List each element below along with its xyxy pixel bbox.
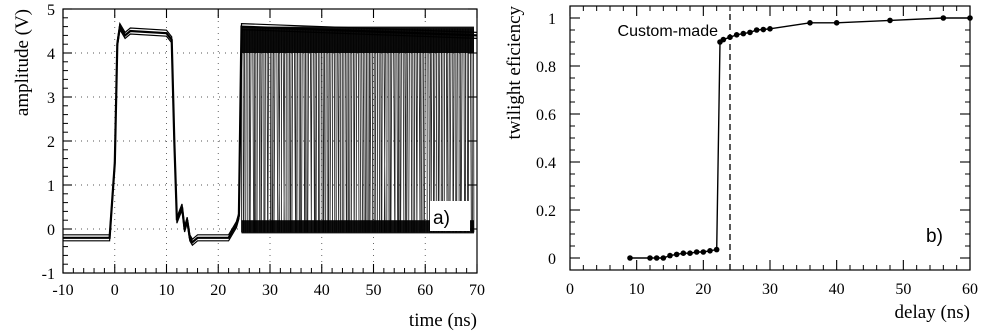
y-tick-label: 5 bbox=[47, 2, 55, 19]
efficiency-point bbox=[673, 251, 680, 258]
panel-a-ticks bbox=[62, 8, 478, 274]
x-tick-label: 60 bbox=[417, 282, 433, 299]
panel-a-label-box bbox=[430, 201, 470, 231]
panel-a-y-axis-title: amplitude (V) bbox=[12, 9, 33, 116]
efficiency-series bbox=[627, 15, 973, 261]
x-tick-label: 30 bbox=[762, 281, 778, 298]
x-tick-label: 30 bbox=[262, 282, 278, 299]
panel-b-frame bbox=[569, 5, 971, 271]
efficiency-point bbox=[687, 250, 693, 256]
x-tick-label: 20 bbox=[210, 282, 226, 299]
pulse-trace-overlay bbox=[63, 21, 478, 241]
panel-b-label: b) bbox=[926, 226, 943, 247]
y-tick-label: 4 bbox=[47, 46, 55, 63]
efficiency-point bbox=[767, 26, 773, 32]
efficiency-point bbox=[713, 246, 720, 253]
x-tick-label: -10 bbox=[52, 282, 73, 299]
y-tick-label: 2 bbox=[47, 134, 55, 151]
transition-edges bbox=[241, 28, 475, 233]
x-tick-label: 0 bbox=[566, 281, 574, 298]
efficiency-point bbox=[720, 36, 727, 43]
y-tick-label: 0.2 bbox=[536, 203, 556, 220]
x-tick-label: 10 bbox=[159, 282, 175, 299]
x-tick-label: 60 bbox=[962, 281, 978, 298]
efficiency-point bbox=[753, 27, 760, 33]
efficiency-point bbox=[733, 32, 740, 38]
y-tick-label: 3 bbox=[47, 90, 55, 107]
pulse-trace-overlay bbox=[63, 27, 478, 247]
efficiency-point bbox=[660, 255, 667, 261]
efficiency-point bbox=[727, 34, 733, 40]
x-tick-label: 50 bbox=[895, 281, 911, 298]
panel-b-y-axis-title: twilight eficiency bbox=[504, 6, 525, 140]
y-tick-label: 0.6 bbox=[536, 107, 556, 124]
panel-a-x-axis-title: time (ns) bbox=[409, 310, 477, 331]
x-tick-label: 40 bbox=[314, 282, 330, 299]
efficiency-point bbox=[667, 252, 673, 259]
efficiency-point bbox=[647, 255, 653, 261]
y-tick-label: 0 bbox=[548, 251, 556, 268]
efficiency-point bbox=[740, 30, 747, 37]
efficiency-point bbox=[887, 17, 893, 24]
panel-a-traces bbox=[63, 21, 478, 247]
panel-a-label: a) bbox=[433, 208, 450, 229]
x-tick-label: 0 bbox=[111, 282, 119, 299]
panel-b-tick-labels: 0 10 20 30 40 50 60 0 0.2 0.4 0.6 0.8 1 bbox=[536, 11, 978, 298]
x-tick-label: 40 bbox=[829, 281, 845, 298]
efficiency-point bbox=[967, 15, 973, 21]
custom-made-annotation: Custom-made bbox=[618, 23, 719, 40]
efficiency-line bbox=[630, 17, 970, 259]
efficiency-point bbox=[833, 20, 840, 26]
efficiency-point bbox=[747, 29, 753, 36]
panel-b-ticks bbox=[569, 6, 971, 270]
efficiency-point bbox=[653, 255, 660, 261]
x-tick-label: 20 bbox=[695, 281, 711, 298]
x-tick-label: 70 bbox=[469, 282, 485, 299]
efficiency-point bbox=[707, 248, 713, 254]
efficiency-point bbox=[680, 250, 687, 256]
y-tick-label: 0.8 bbox=[536, 59, 556, 76]
y-tick-label: 0.4 bbox=[536, 155, 556, 172]
efficiency-point bbox=[760, 26, 767, 33]
x-tick-label: 50 bbox=[366, 282, 382, 299]
y-tick-label: 1 bbox=[47, 178, 55, 195]
efficiency-point bbox=[807, 20, 813, 26]
x-tick-label: 10 bbox=[629, 281, 645, 298]
panel-b-x-axis-title: delay (ns) bbox=[895, 302, 970, 323]
y-tick-label: 0 bbox=[47, 222, 55, 239]
y-tick-label: -1 bbox=[42, 266, 55, 283]
y-tick-label: 1 bbox=[548, 11, 556, 28]
efficiency-point bbox=[700, 249, 707, 255]
efficiency-point bbox=[940, 15, 947, 21]
efficiency-point bbox=[693, 249, 700, 255]
efficiency-point bbox=[627, 255, 633, 261]
